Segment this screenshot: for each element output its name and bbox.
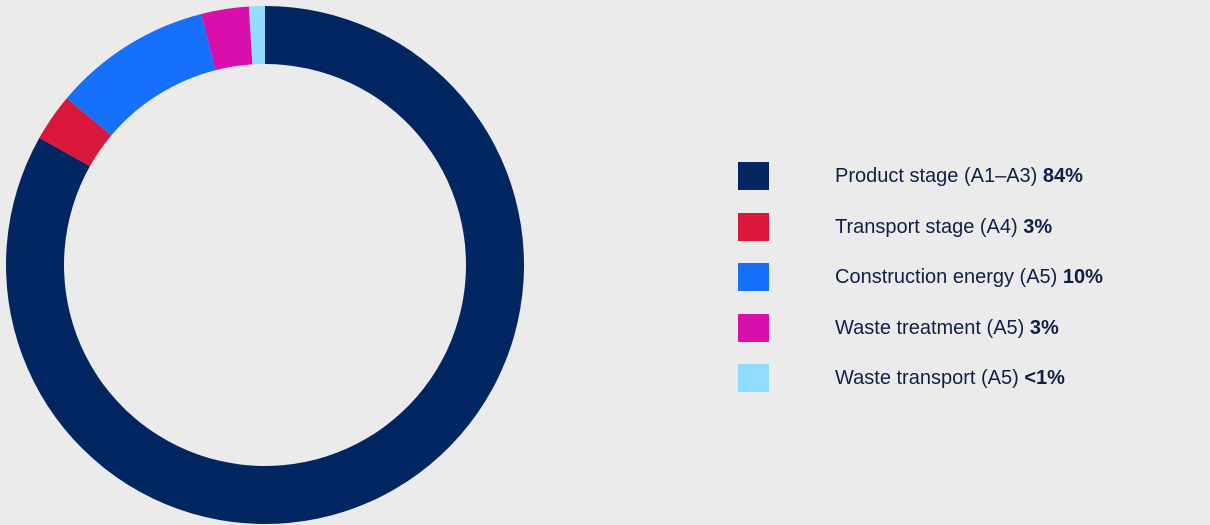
legend-label: Construction energy (A5) 10%: [835, 262, 1103, 292]
donut-slice-2: [39, 98, 112, 167]
legend-swatch: [738, 263, 769, 292]
legend-label: Waste transport (A5) <1%: [835, 363, 1065, 393]
legend-series-value: 84%: [1042, 165, 1083, 187]
legend-series-name: Product stage (A1–A3): [835, 165, 1038, 187]
legend-series-value: 10%: [1062, 266, 1103, 289]
legend-series-value: <1%: [1024, 367, 1065, 390]
legend-series-name: Transport stage (A4): [835, 215, 1018, 238]
legend-label: Waste treatment (A5) 3%: [835, 313, 1059, 343]
legend-swatch: [738, 313, 769, 342]
donut-slice-3: [66, 13, 216, 136]
legend-series-name: Construction energy (A5): [835, 266, 1058, 289]
donut-slice-4: [201, 6, 253, 71]
donut-slice-5: [248, 5, 265, 65]
legend-series-value: 3%: [1023, 215, 1053, 238]
legend-series-value: 3%: [1029, 316, 1059, 339]
legend-label: Transport stage (A4) 3%: [835, 212, 1052, 242]
donut-chart: [5, 5, 524, 524]
legend-swatch: [738, 162, 769, 190]
legend-swatch: [738, 212, 769, 241]
legend-swatch: [738, 364, 769, 393]
legend-series-name: Waste transport (A5): [835, 367, 1019, 390]
legend-label: Product stage (A1–A3) 84%: [835, 161, 1083, 191]
legend-series-name: Waste treatment (A5): [835, 316, 1025, 339]
